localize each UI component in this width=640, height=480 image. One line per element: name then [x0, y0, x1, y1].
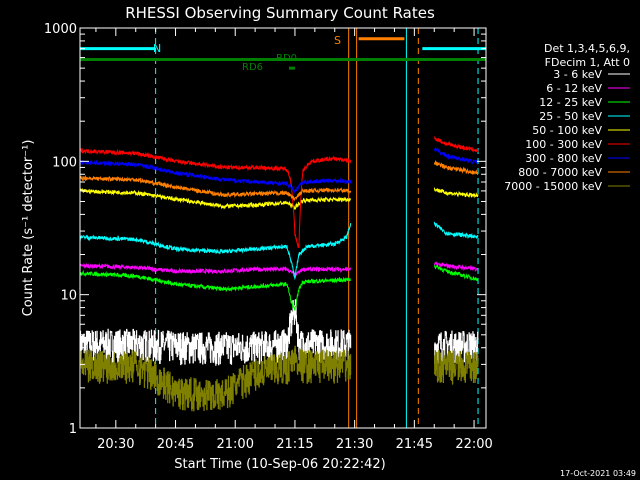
y-axis-label: Count Rate (s⁻¹ detector⁻¹) — [21, 140, 36, 317]
x-tick-label-21-45: 21:45 — [396, 437, 433, 452]
series-7000-15000-kev-seg-0 — [79, 345, 352, 412]
x-tick-label-21-15: 21:15 — [276, 437, 313, 452]
y-tick-label-10: 10 — [60, 289, 77, 304]
plot-frame — [79, 27, 487, 429]
series-3-6-kev-seg-1 — [434, 330, 479, 365]
annotation-rd0: RD0 — [276, 53, 297, 64]
legend-label-3-6-kev: 3 - 6 keV — [553, 68, 602, 81]
legend-label-12-25-kev: 12 - 25 keV — [539, 96, 602, 109]
annotation-n: N — [153, 42, 161, 55]
series-100-300-kev-seg-1 — [434, 136, 479, 153]
legend-label-6-12-kev: 6 - 12 keV — [546, 82, 602, 95]
annotation-rd6: RD6 — [242, 62, 263, 73]
series-6-12-kev-seg-1 — [433, 261, 479, 272]
x-tick-label-22-00: 22:00 — [455, 437, 492, 452]
series-100-300-kev-seg-0 — [79, 147, 352, 248]
x-tick-label-21-30: 21:30 — [336, 437, 373, 452]
y-tick-label-1000: 1000 — [44, 22, 77, 37]
series-12-25-kev-seg-1 — [434, 264, 479, 282]
series-50-100-kev-seg-0 — [79, 187, 352, 211]
x-tick-label-21-00: 21:00 — [217, 437, 254, 452]
series-25-50-kev-seg-0 — [79, 223, 352, 281]
x-axis-label: Start Time (10-Sep-06 20:22:42) — [174, 457, 385, 472]
legend-label-7000-15000-kev: 7000 - 15000 keV — [504, 180, 602, 193]
series-300-800-kev-seg-1 — [433, 147, 479, 165]
legend: Det 1,3,4,5,6,9,FDecim 1, Att 03 - 6 keV… — [504, 42, 630, 193]
legend-label-300-800-kev: 300 - 800 keV — [525, 152, 602, 165]
annotation-s: S — [334, 34, 341, 47]
legend-label-50-100-kev: 50 - 100 keV — [532, 124, 602, 137]
series-300-800-kev-seg-0 — [79, 159, 352, 194]
series-800-7000-kev-seg-1 — [433, 160, 479, 176]
footer-timestamp: 17-Oct-2021 03:49 — [560, 469, 636, 478]
x-tick-label-20-30: 20:30 — [97, 437, 134, 452]
series-7000-15000-kev-seg-1 — [434, 350, 479, 385]
series-800-7000-kev-seg-0 — [79, 174, 352, 202]
legend-header-0: Det 1,3,4,5,6,9, — [544, 42, 630, 55]
legend-label-25-50-kev: 25 - 50 keV — [539, 110, 602, 123]
legend-label-100-300-kev: 100 - 300 keV — [525, 138, 602, 151]
series-12-25-kev-seg-0 — [79, 269, 351, 312]
y-tick-label-100: 100 — [52, 155, 77, 170]
legend-header-1: FDecim 1, Att 0 — [545, 56, 630, 69]
series-50-100-kev-seg-1 — [433, 187, 479, 199]
y-tick-label-1: 1 — [69, 422, 77, 437]
chart-title: RHESSI Observing Summary Count Rates — [125, 4, 435, 22]
x-tick-label-20-45: 20:45 — [157, 437, 194, 452]
series-6-12-kev-seg-0 — [79, 262, 352, 278]
legend-label-800-7000-kev: 800 - 7000 keV — [518, 166, 602, 179]
series-25-50-kev-seg-1 — [433, 221, 479, 240]
